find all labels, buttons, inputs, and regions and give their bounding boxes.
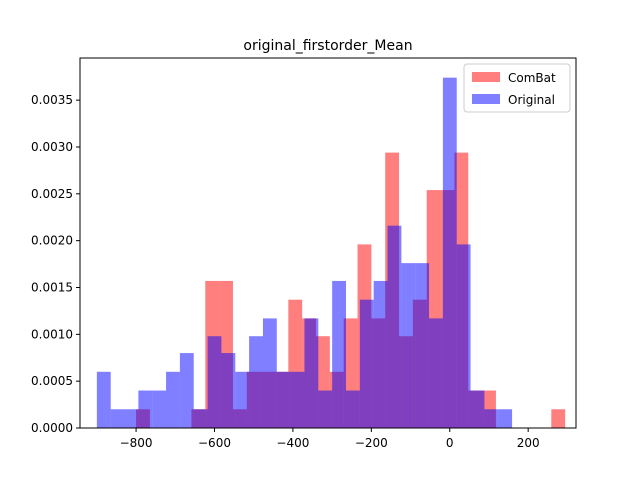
bar-original-3 bbox=[138, 390, 153, 428]
bar-original-27 bbox=[470, 390, 485, 428]
bar-original-15 bbox=[304, 318, 319, 428]
bar-original-9 bbox=[221, 353, 236, 428]
bar-original-19 bbox=[359, 299, 374, 428]
bar-original-0 bbox=[96, 371, 111, 428]
bar-original-6 bbox=[179, 353, 194, 428]
x-tick-label: −600 bbox=[198, 436, 231, 450]
legend-swatch-combat bbox=[472, 72, 500, 82]
y-tick-label: 0.0010 bbox=[31, 327, 73, 341]
bar-original-16 bbox=[318, 390, 333, 428]
bar-original-4 bbox=[152, 390, 167, 428]
bar-original-20 bbox=[373, 280, 388, 428]
legend: ComBat Original bbox=[463, 63, 571, 113]
bar-original-17 bbox=[332, 280, 346, 428]
y-tick-label: 0.0030 bbox=[31, 140, 73, 154]
bar-original-2 bbox=[124, 409, 139, 428]
bar-combat-30 bbox=[551, 409, 566, 428]
bar-original-12 bbox=[262, 318, 277, 428]
bar-original-29 bbox=[498, 409, 513, 428]
chart-title: original_firstorder_Mean bbox=[243, 38, 412, 54]
bar-original-11 bbox=[249, 336, 263, 428]
bar-original-14 bbox=[290, 371, 305, 428]
legend-swatch-original bbox=[472, 94, 500, 104]
y-tick-label: 0.0035 bbox=[31, 93, 73, 107]
bar-original-23 bbox=[415, 263, 430, 428]
bar-original-21 bbox=[387, 225, 402, 428]
bar-original-8 bbox=[207, 336, 222, 428]
x-tick-label: 0 bbox=[446, 436, 454, 450]
axes-frame bbox=[79, 57, 577, 429]
bar-original-28 bbox=[484, 409, 499, 428]
legend-label-combat: ComBat bbox=[508, 71, 556, 85]
y-tick-label: 0.0015 bbox=[31, 280, 73, 294]
y-tick-label: 0.0025 bbox=[31, 187, 73, 201]
y-tick-label: 0.0005 bbox=[31, 374, 73, 388]
x-tick-label: −400 bbox=[276, 436, 309, 450]
bar-original-13 bbox=[276, 371, 291, 428]
x-axis: −800 −600 −400 −200 0 200 bbox=[120, 428, 540, 450]
bar-original-10 bbox=[235, 371, 250, 428]
bar-original-18 bbox=[345, 390, 360, 428]
bars-group bbox=[96, 77, 566, 428]
x-tick-label: 200 bbox=[517, 436, 540, 450]
x-tick-label: −200 bbox=[355, 436, 388, 450]
y-tick-label: 0.0000 bbox=[31, 421, 73, 435]
bar-original-24 bbox=[429, 318, 443, 428]
y-tick-label: 0.0020 bbox=[31, 234, 73, 248]
legend-label-original: Original bbox=[508, 93, 555, 107]
bar-original-7 bbox=[193, 409, 208, 428]
bar-original-22 bbox=[401, 263, 416, 428]
bar-original-25 bbox=[442, 77, 457, 428]
bar-original-5 bbox=[166, 371, 180, 428]
bar-original-26 bbox=[456, 244, 471, 428]
bar-original-1 bbox=[110, 409, 125, 428]
x-tick-label: −800 bbox=[120, 436, 153, 450]
y-axis: 0.0000 0.0005 0.0010 0.0015 0.0020 0.0025 0.00… bbox=[31, 93, 80, 435]
